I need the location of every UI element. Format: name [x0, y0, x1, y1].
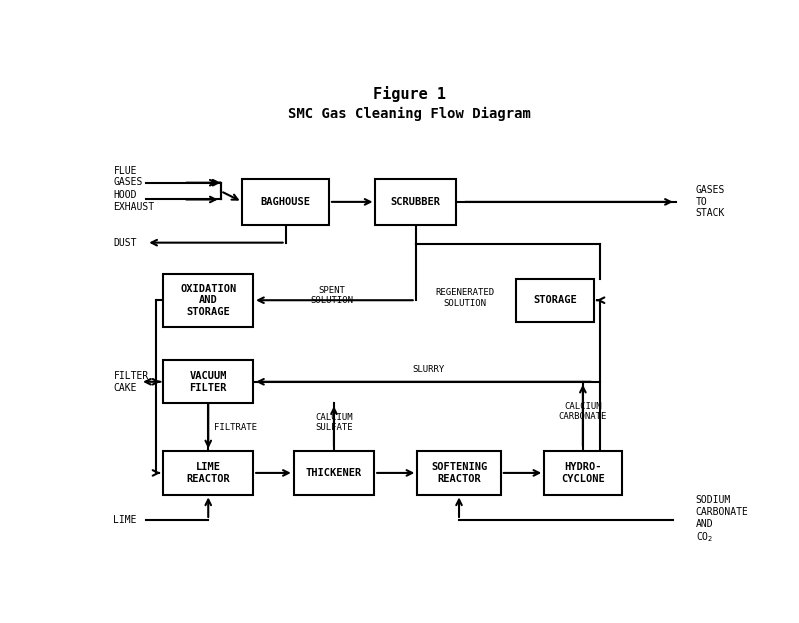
Text: SODIUM
CARBONATE
AND
CO$_2$: SODIUM CARBONATE AND CO$_2$ [696, 495, 749, 545]
Text: CALCIUM
CARBONATE: CALCIUM CARBONATE [559, 402, 607, 421]
Text: CALCIUM
SULFATE: CALCIUM SULFATE [315, 413, 352, 432]
Text: SMC Gas Cleaning Flow Diagram: SMC Gas Cleaning Flow Diagram [288, 107, 531, 121]
Text: SPENT
SOLUTION: SPENT SOLUTION [311, 286, 354, 305]
Text: OXIDATION
AND
STORAGE: OXIDATION AND STORAGE [180, 283, 237, 317]
Bar [163, 274, 253, 326]
Bar [163, 360, 253, 403]
Text: GASES
TO
STACK: GASES TO STACK [696, 185, 725, 219]
Bar [376, 179, 456, 225]
Text: DUST: DUST [113, 237, 137, 248]
Text: BAGHOUSE: BAGHOUSE [260, 197, 311, 207]
Bar [516, 278, 594, 322]
Text: SCRUBBER: SCRUBBER [391, 197, 441, 207]
Text: SLURRY: SLURRY [412, 365, 444, 374]
Bar [163, 451, 253, 495]
Text: HYDRO-
CYCLONE: HYDRO- CYCLONE [561, 462, 605, 483]
Text: Figure 1: Figure 1 [373, 86, 446, 102]
Text: SOFTENING
REACTOR: SOFTENING REACTOR [431, 462, 487, 483]
Bar [242, 179, 329, 225]
Text: HOOD
EXHAUST: HOOD EXHAUST [113, 190, 155, 212]
Bar [417, 451, 501, 495]
Text: VACUUM
FILTER: VACUUM FILTER [189, 371, 227, 392]
Bar [544, 451, 622, 495]
Text: LIME
REACTOR: LIME REACTOR [186, 462, 230, 483]
Text: THICKENER: THICKENER [306, 468, 362, 478]
Text: REGENERATED
SOLUTION: REGENERATED SOLUTION [435, 288, 495, 308]
Text: FILTRATE: FILTRATE [214, 423, 257, 432]
Text: LIME: LIME [113, 515, 137, 525]
Text: FILTER
CAKE: FILTER CAKE [113, 371, 149, 392]
Text: FLUE
GASES: FLUE GASES [113, 166, 143, 188]
Text: STORAGE: STORAGE [533, 295, 577, 305]
Bar [294, 451, 374, 495]
